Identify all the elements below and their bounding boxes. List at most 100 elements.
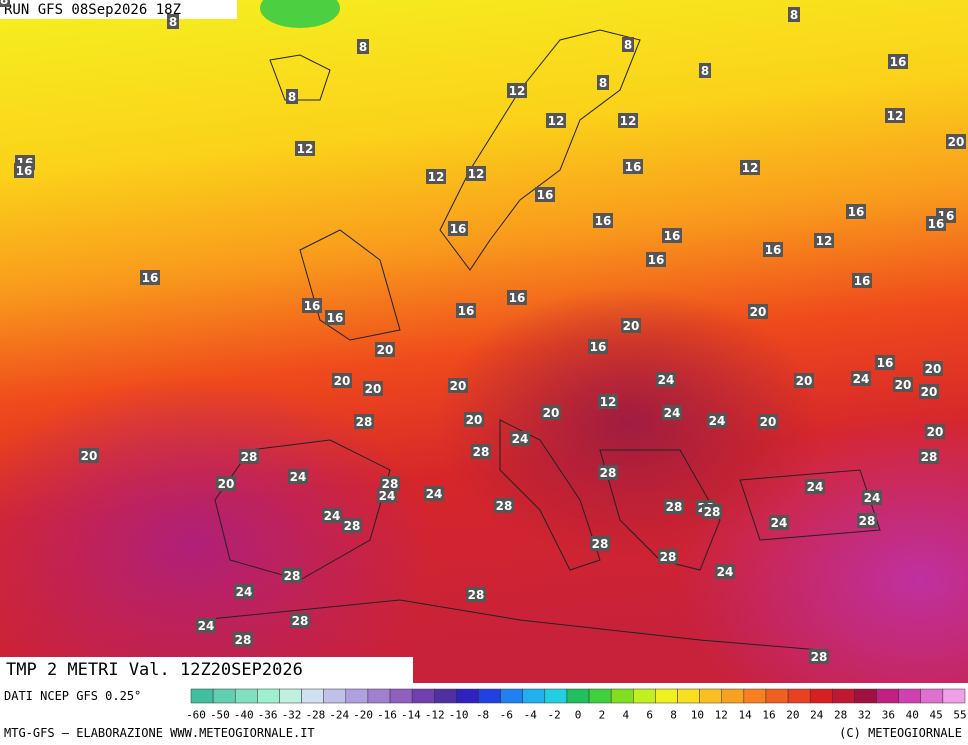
label-box [424,486,444,501]
label-box [590,536,610,551]
temp-label: 28 [859,514,876,528]
scale-label: 24 [810,709,824,722]
temp-label: 28 [592,537,609,551]
scale-label: -14 [401,709,421,722]
temp-label: 24 [512,432,529,446]
temp-label: 16 [304,299,321,313]
temp-label: 24 [236,585,253,599]
label-box [662,405,682,420]
scale-label: -60 [186,709,206,722]
scale-label: 20 [786,709,799,722]
temp-label: 28 [660,550,677,564]
temp-label: 28 [811,650,828,664]
temp-label: 24 [198,619,215,633]
scale-swatch [257,688,280,704]
scale-swatch [301,688,324,704]
label-box [546,113,566,128]
label-box [888,54,908,69]
label-box [715,564,735,579]
temp-label: 12 [620,114,637,128]
scale-label: 2 [599,709,606,722]
credit: MTG-GFS — ELABORAZIONE WWW.METEOGIORNALE… [4,726,315,740]
label-box [494,498,514,513]
temp-label: 12 [887,109,904,123]
temp-label: 24 [290,470,307,484]
label-box [748,304,768,319]
label-box [598,394,618,409]
scale-label: 28 [834,709,847,722]
scale-swatch [411,688,435,704]
scale-swatch [832,688,855,704]
label-box [758,414,778,429]
label-box [286,89,298,104]
temp-label: 24 [853,372,870,386]
label-box [597,75,609,90]
temp-label: 24 [664,406,681,420]
label-box [763,242,783,257]
scale-label: 45 [930,709,943,722]
label-box [196,618,216,633]
temp-label: 16 [854,274,871,288]
label-box [295,141,315,156]
temp-label: 20 [895,378,912,392]
temp-label: 20 [81,449,98,463]
temp-label: 24 [771,516,788,530]
scale-label: 6 [646,709,653,722]
scale-label: 10 [691,709,704,722]
map-title: TMP 2 METRI Val. 12Z20SEP2026 [6,660,303,680]
label-box [846,204,866,219]
temp-label: 28 [473,445,490,459]
label-box [471,444,491,459]
scale-label: -28 [305,709,325,722]
label-box [0,0,10,7]
temp-label: 28 [284,569,301,583]
cold-area [260,0,340,28]
source: DATI NCEP GFS 0.25° [4,689,141,703]
temp-label: 28 [0,0,8,7]
scale-label: 16 [762,709,775,722]
label-box [809,649,829,664]
scale-label: -6 [500,709,513,722]
scale-swatch [389,688,413,704]
label-box [851,371,871,386]
scale-swatch [434,688,457,704]
temp-label: 12 [548,114,565,128]
temp-label: 12 [468,167,485,181]
label-box [510,431,530,446]
label-box [357,39,369,54]
temp-label: 28 [241,450,258,464]
scale-label: -8 [476,709,489,722]
label-box [925,424,945,439]
temp-label: 8 [701,64,709,78]
scale-label: 55 [953,709,966,722]
label-box [852,273,872,288]
label-box [702,504,722,519]
temp-label: 20 [760,415,777,429]
label-box [234,584,254,599]
label-box [923,361,943,376]
temp-label: 16 [890,55,907,69]
scale-label: -24 [329,709,349,722]
temp-label: 16 [765,243,782,257]
label-box [598,465,618,480]
temp-label: 12 [297,142,314,156]
temp-label: 24 [717,565,734,579]
label-box [14,163,34,178]
label-box [302,298,322,313]
scale-label: -12 [425,709,445,722]
scale-label: 4 [622,709,629,722]
temp-label: 24 [807,480,824,494]
label-box [814,233,834,248]
scale-swatch [633,688,656,704]
label-box [740,160,760,175]
scale-swatch [323,688,347,704]
temp-label: 16 [648,253,665,267]
scale-swatch [942,688,966,704]
temp-label: 24 [864,491,881,505]
scale-swatch [588,688,612,704]
scale-swatch [367,688,391,704]
temp-label: 20 [925,362,942,376]
temp-label: 16 [625,160,642,174]
scale-swatch [898,688,922,704]
